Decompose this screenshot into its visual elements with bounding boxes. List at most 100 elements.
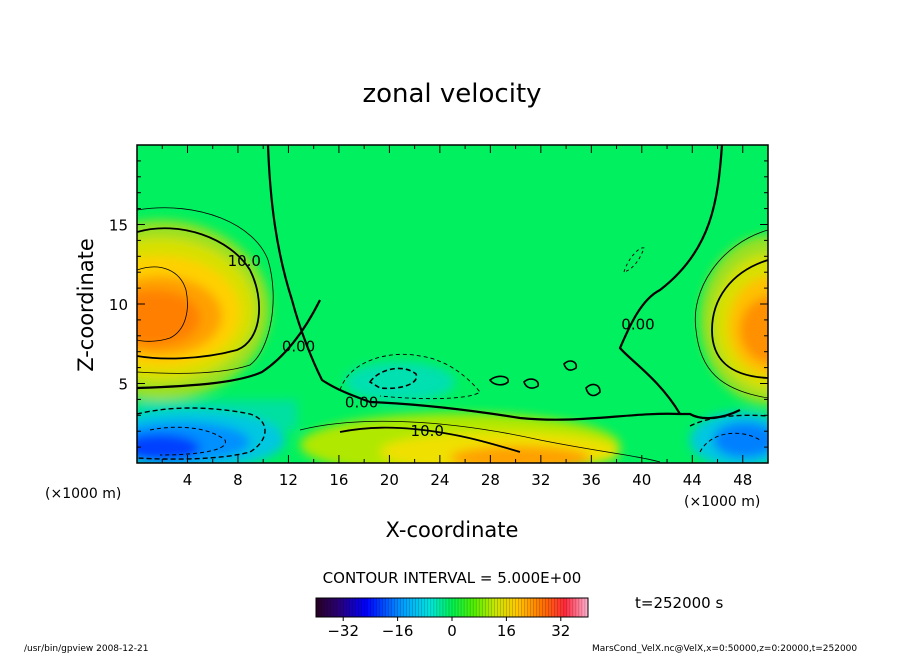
plot-area: 10.0 0.00 0.00 10.0 0.00 xyxy=(137,145,768,463)
colorbar-swatch xyxy=(442,598,447,617)
colorbar-swatch xyxy=(551,598,556,617)
contour-label: 0.00 xyxy=(621,315,654,333)
contour-interval-label: CONTOUR INTERVAL = 5.000E+00 xyxy=(323,569,582,587)
colorbar-swatch xyxy=(470,598,474,617)
colorbar-swatch xyxy=(536,598,540,617)
colorbar-swatch xyxy=(439,598,444,617)
colorbar-swatch xyxy=(406,598,410,617)
colorbar-swatch xyxy=(476,598,480,617)
colorbar-swatch xyxy=(509,598,513,617)
colorbar-swatch xyxy=(572,598,577,617)
colorbar-swatch xyxy=(436,598,441,617)
colorbar-swatch xyxy=(533,598,537,617)
colorbar-swatch xyxy=(319,598,323,617)
colorbar-swatch xyxy=(415,598,420,617)
x-tick-label: 24 xyxy=(430,471,449,489)
contour-label: 10.0 xyxy=(228,252,261,270)
colorbar-swatch xyxy=(394,598,398,617)
x-tick-label: 40 xyxy=(632,471,651,489)
colorbar-swatch xyxy=(527,598,531,617)
line-contours xyxy=(137,145,768,463)
colorbar-swatch xyxy=(364,598,368,617)
colorbar-swatch xyxy=(512,598,516,617)
colorbar-swatch xyxy=(542,598,546,617)
colorbar-swatch xyxy=(355,598,359,617)
x-tick-label: 20 xyxy=(380,471,399,489)
colorbar-swatch xyxy=(448,598,453,617)
x-tick-label: 48 xyxy=(733,471,752,489)
x-tick-label: 8 xyxy=(233,471,243,489)
x-unit-left: (×1000 m) xyxy=(45,486,121,502)
colorbar-swatch xyxy=(433,598,438,617)
colorbar-swatch xyxy=(506,598,510,617)
colorbar-swatch xyxy=(524,598,528,617)
contour-label: 10.0 xyxy=(411,422,444,440)
colorbar-swatch xyxy=(575,598,580,617)
chart-title: zonal velocity xyxy=(362,79,541,109)
colorbar-swatch xyxy=(473,598,477,617)
colorbar-swatch xyxy=(560,598,565,617)
contour-label: 0.00 xyxy=(282,338,315,356)
colorbar-swatch xyxy=(367,598,371,617)
x-tick-label: 28 xyxy=(481,471,500,489)
colorbar-swatch xyxy=(479,598,483,617)
colorbar-swatch xyxy=(370,598,374,617)
colorbar-swatch xyxy=(430,598,435,617)
colorbar-swatch xyxy=(409,598,414,617)
colorbar-swatch xyxy=(337,598,341,617)
y-tick-label: 10 xyxy=(109,296,128,314)
colorbar-tick-label: 16 xyxy=(497,622,516,640)
colorbar-swatch xyxy=(352,598,356,617)
colorbar-swatch xyxy=(566,598,571,617)
colorbar-swatch xyxy=(445,598,450,617)
colorbar-swatch xyxy=(503,598,507,617)
colorbar-ticks: −32 −16 0 16 32 xyxy=(327,617,570,640)
footer-left: /usr/bin/gpview 2008-12-21 xyxy=(24,644,148,654)
colorbar-swatch xyxy=(581,598,586,617)
colorbar-swatch xyxy=(548,598,553,617)
colorbar-swatch xyxy=(497,598,501,617)
colorbar-swatch xyxy=(554,598,559,617)
colorbar-tick-label: 0 xyxy=(447,622,457,640)
colorbar-swatch xyxy=(397,598,401,617)
colorbar-swatch xyxy=(482,598,486,617)
colorbar-swatch xyxy=(331,598,335,617)
x-tick-label: 16 xyxy=(329,471,348,489)
x-tick-label: 36 xyxy=(582,471,601,489)
colorbar-swatch xyxy=(379,598,383,617)
colorbar-swatch xyxy=(391,598,395,617)
colorbar-swatch xyxy=(400,598,404,617)
colorbar-swatch xyxy=(494,598,498,617)
contour-label: 0.00 xyxy=(345,393,378,411)
colorbar-swatch xyxy=(340,598,344,617)
x-tick-label: 32 xyxy=(531,471,550,489)
footer-right: MarsCond_VelX.nc@VelX,x=0:50000,z=0:2000… xyxy=(592,644,857,654)
colorbar-swatch xyxy=(376,598,380,617)
colorbar xyxy=(315,598,589,617)
colorbar-swatch xyxy=(584,598,589,617)
x-tick-label: 4 xyxy=(183,471,193,489)
y-tick-label: 15 xyxy=(109,217,128,235)
colorbar-swatch xyxy=(452,598,456,617)
colorbar-swatch xyxy=(358,598,362,617)
colorbar-swatch xyxy=(557,598,562,617)
colorbar-swatch xyxy=(346,598,350,617)
colorbar-swatch xyxy=(388,598,392,617)
colorbar-swatch xyxy=(485,598,489,617)
colorbar-swatch xyxy=(515,598,519,617)
x-axis-label: X-coordinate xyxy=(386,518,519,542)
colorbar-swatch xyxy=(569,598,574,617)
colorbar-swatch xyxy=(491,598,495,617)
colorbar-swatch xyxy=(424,598,429,617)
colorbar-swatch xyxy=(467,598,471,617)
colorbar-swatch xyxy=(458,598,462,617)
colorbar-swatch xyxy=(328,598,332,617)
colorbar-swatch xyxy=(361,598,365,617)
colorbar-swatch xyxy=(412,598,417,617)
colorbar-swatch xyxy=(563,598,568,617)
colorbar-swatch xyxy=(325,598,329,617)
colorbar-swatch xyxy=(385,598,389,617)
colorbar-swatch xyxy=(349,598,353,617)
